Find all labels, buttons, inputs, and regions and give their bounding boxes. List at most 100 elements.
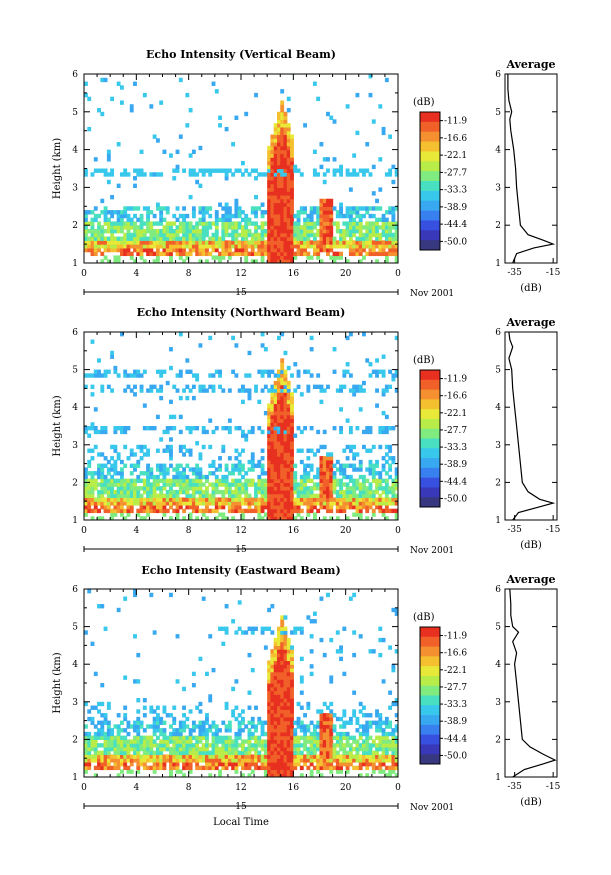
heatmap-cell: [110, 350, 115, 356]
heatmap-cell: [283, 634, 288, 639]
heatmap-cell: [123, 713, 128, 718]
heatmap-cell: [195, 754, 200, 759]
heatmap-cell: [280, 138, 285, 143]
heatmap-cell: [342, 213, 347, 219]
heatmap-cell: [326, 750, 330, 756]
heatmap-cell: [286, 418, 291, 423]
heatmap-cell: [106, 228, 111, 234]
heatmap-cell: [116, 497, 121, 502]
heatmap-cell: [352, 754, 357, 759]
heatmap-cell: [139, 217, 144, 223]
heatmap-cell: [201, 172, 206, 177]
heatmap-cell: [368, 206, 373, 211]
heatmap-cell: [234, 463, 239, 468]
heatmap-cell: [270, 705, 275, 710]
heatmap-cell: [214, 217, 219, 223]
heatmap-cell: [283, 739, 288, 744]
heatmap-cell: [106, 508, 111, 514]
y-tick-label: 2: [72, 735, 78, 745]
heatmap-cell: [303, 467, 308, 472]
heatmap-cell: [368, 724, 373, 729]
heatmap-cell: [326, 728, 330, 733]
heatmap-cell: [139, 497, 144, 502]
heatmap-cell: [113, 365, 118, 371]
heatmap-cell: [358, 773, 363, 777]
heatmap-cell: [165, 482, 170, 487]
heatmap-cell: [329, 221, 334, 226]
heatmap-cell: [123, 486, 128, 491]
heatmap-cell: [348, 493, 353, 499]
heatmap-cell: [329, 463, 334, 468]
heatmap-cell: [205, 497, 209, 502]
heatmap-cell: [103, 172, 108, 177]
heatmap-cell: [169, 493, 173, 499]
heatmap-cell: [142, 247, 147, 253]
heatmap-cell: [329, 739, 334, 744]
heatmap-cell: [247, 731, 252, 737]
heatmap-cell: [283, 160, 288, 166]
heatmap-cell: [378, 746, 383, 752]
heatmap-cell: [234, 716, 239, 722]
heatmap-cell: [381, 213, 386, 219]
heatmap-cell: [133, 369, 137, 374]
heatmap-cell: [329, 769, 334, 774]
heatmap-cell: [276, 493, 281, 499]
heatmap-cell: [162, 731, 167, 737]
heatmap-cell: [352, 210, 357, 215]
heatmap-cell: [267, 679, 272, 684]
heatmap-cell: [191, 384, 196, 389]
heatmap-cell: [329, 516, 334, 520]
heatmap-cell: [152, 731, 157, 737]
heatmap-cell: [312, 247, 317, 253]
heatmap-cell: [133, 743, 137, 748]
heatmap-cell: [142, 516, 147, 520]
heatmap-cell: [162, 467, 167, 472]
heatmap-cell: [270, 247, 275, 253]
heatmap-cell: [155, 388, 160, 393]
heatmap-cell: [342, 236, 347, 241]
heatmap-cell: [139, 373, 144, 378]
heatmap-cell: [188, 232, 193, 238]
heatmap-cell: [283, 429, 288, 435]
heatmap-cell: [391, 667, 396, 673]
heatmap-cell: [159, 213, 164, 219]
heatmap-cell: [142, 743, 147, 748]
heatmap-cell: [270, 255, 275, 260]
heatmap-cell: [129, 448, 134, 453]
heatmap-cell: [169, 773, 173, 777]
profile-x-label: -15: [546, 268, 561, 278]
heatmap-cell: [339, 746, 343, 752]
heatmap-cell: [326, 501, 330, 506]
heatmap-cell: [149, 104, 154, 109]
heatmap-cell: [257, 172, 262, 177]
heatmap-cell: [234, 343, 239, 348]
heatmap-cell: [136, 512, 141, 517]
heatmap-cell: [267, 414, 272, 420]
heatmap-cell: [142, 482, 147, 487]
heatmap-cell: [106, 486, 111, 491]
heatmap-cell: [139, 225, 144, 230]
heatmap-cell: [244, 486, 249, 491]
heatmap-cell: [358, 504, 363, 510]
heatmap-cell: [312, 240, 317, 245]
heatmap-cell: [263, 221, 268, 226]
colorbar-label: -38.9: [444, 203, 467, 213]
heatmap-cell: [178, 221, 183, 226]
heatmap-cell: [237, 247, 242, 253]
heatmap-cell: [329, 228, 334, 234]
heatmap-cell: [273, 433, 278, 438]
heatmap-cell: [394, 471, 398, 476]
heatmap-cell: [221, 206, 226, 211]
heatmap-cell: [267, 471, 272, 476]
heatmap-cell: [247, 459, 252, 465]
heatmap-cell: [152, 228, 157, 234]
heatmap-cell: [221, 765, 226, 771]
heatmap-cell: [286, 459, 291, 465]
heatmap-cell: [97, 369, 101, 374]
heatmap-cell: [106, 478, 111, 483]
heatmap-cell: [214, 754, 219, 759]
heatmap-cell: [227, 240, 232, 245]
heatmap-cell: [283, 191, 288, 196]
heatmap-cell: [110, 746, 115, 752]
heatmap-cell: [280, 183, 285, 188]
